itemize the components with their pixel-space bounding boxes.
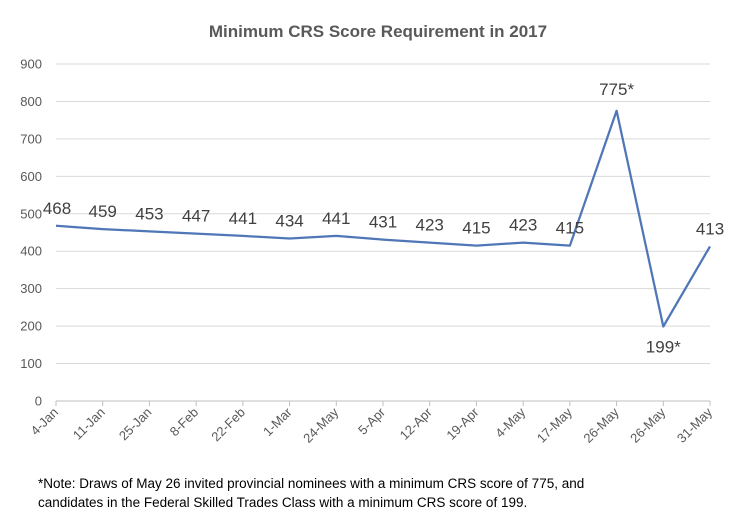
data-label: 459 — [89, 202, 117, 221]
y-tick-label: 400 — [20, 244, 42, 259]
y-tick-label: 800 — [20, 94, 42, 109]
data-point — [615, 109, 619, 113]
x-tick-label: 11-Jan — [70, 405, 108, 443]
data-label: 775* — [599, 80, 634, 99]
y-tick-label: 600 — [20, 169, 42, 184]
x-tick-label: 4-Jan — [28, 405, 62, 439]
x-tick-label: 26-May — [580, 404, 622, 446]
data-point — [288, 236, 292, 240]
data-label: 441 — [322, 209, 350, 228]
data-point — [54, 224, 58, 228]
data-point — [474, 244, 478, 248]
data-label: 199* — [646, 337, 681, 356]
data-point — [428, 241, 432, 245]
data-label: 423 — [509, 216, 537, 235]
chart-title: Minimum CRS Score Requirement in 2017 — [208, 22, 548, 41]
y-tick-label: 200 — [20, 319, 42, 334]
data-point — [147, 229, 151, 233]
y-tick-label: 500 — [20, 206, 42, 221]
data-label: 447 — [182, 207, 210, 226]
data-label: 415 — [462, 219, 490, 238]
data-label: 441 — [229, 209, 257, 228]
data-label: 415 — [556, 219, 584, 238]
x-tick-label: 4-May — [492, 404, 528, 440]
x-tick-label: 31-May — [674, 404, 716, 446]
x-tick-label: 25-Jan — [116, 405, 155, 444]
data-point — [241, 234, 245, 238]
x-tick-label: 24-May — [300, 404, 342, 446]
y-tick-label: 300 — [20, 281, 42, 296]
data-label: 423 — [416, 216, 444, 235]
x-tick-label: 8-Feb — [167, 405, 202, 440]
data-point — [334, 234, 338, 238]
y-tick-label: 0 — [35, 394, 42, 409]
x-tick-label: 17-May — [534, 404, 576, 446]
data-point — [521, 241, 525, 245]
y-tick-label: 900 — [20, 57, 42, 72]
x-tick-label: 5-Apr — [355, 404, 389, 438]
footnote: *Note: Draws of May 26 invited provincia… — [38, 474, 738, 512]
data-label: 434 — [275, 211, 303, 230]
y-tick-label: 100 — [20, 356, 42, 371]
data-point — [381, 238, 385, 242]
data-point — [568, 244, 572, 248]
data-label: 413 — [696, 219, 724, 238]
x-tick-label: 19-Apr — [443, 404, 482, 443]
data-label: 431 — [369, 213, 397, 232]
data-point — [708, 244, 712, 248]
x-tick-label: 12-Apr — [397, 404, 436, 443]
data-label: 453 — [135, 204, 163, 223]
x-tick-label: 22-Feb — [208, 405, 248, 445]
data-point — [661, 324, 665, 328]
series-line — [55, 109, 711, 328]
data-point — [101, 227, 105, 231]
data-point — [194, 232, 198, 236]
x-tick-label: 26-May — [627, 404, 669, 446]
data-label: 468 — [43, 199, 71, 218]
footnote-line-1: *Note: Draws of May 26 invited provincia… — [38, 476, 585, 491]
y-tick-label: 700 — [20, 131, 42, 146]
footnote-line-2: candidates in the Federal Skilled Trades… — [38, 495, 528, 510]
x-tick-label: 1-Mar — [260, 404, 295, 439]
